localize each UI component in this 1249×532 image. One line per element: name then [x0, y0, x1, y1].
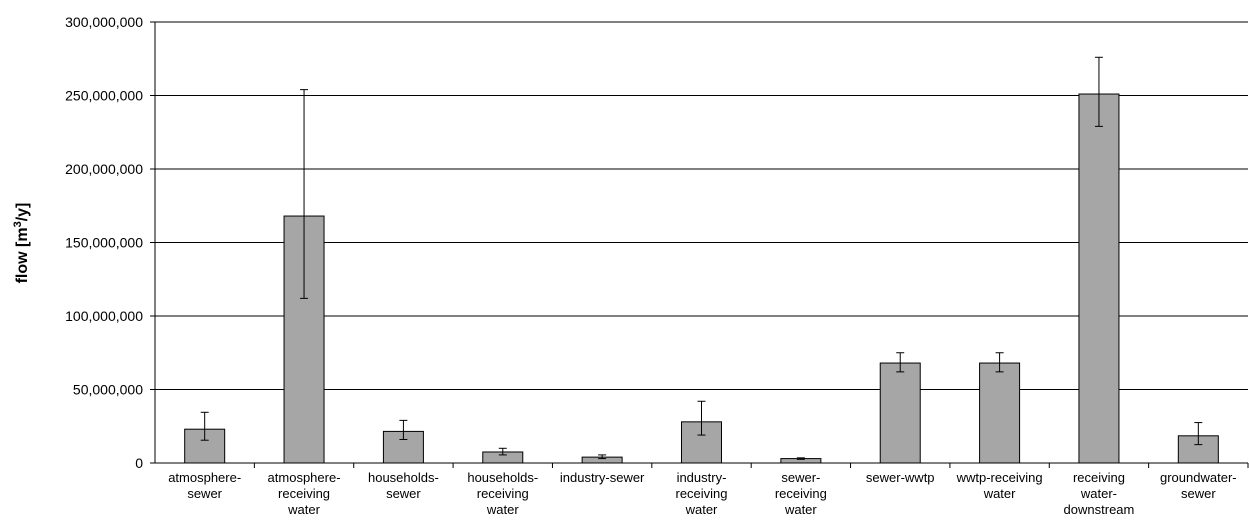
- y-tick-label: 0: [135, 455, 143, 471]
- x-tick-label-line: receiving: [675, 486, 727, 501]
- x-tick-label-line: receiving: [278, 486, 330, 501]
- x-tick-label-line: water: [287, 502, 320, 517]
- x-tick-label: atmosphere-receiving water: [268, 470, 341, 517]
- x-tick-label-line: groundwater-: [1160, 470, 1237, 485]
- y-axis-label-main: flow [m: [14, 227, 31, 283]
- x-tick-label: atmosphere-sewer: [168, 470, 241, 501]
- x-tick-label: households-sewer: [368, 470, 439, 501]
- y-tick-label: 50,000,000: [73, 382, 143, 398]
- x-tick-label-line: households-: [368, 470, 439, 485]
- x-tick-label-line: atmosphere-: [168, 470, 241, 485]
- x-tick-label-line: receiving: [477, 486, 529, 501]
- x-tick-label: sewer-wwtp: [866, 470, 935, 485]
- x-tick-label: households-receiving water: [467, 470, 538, 517]
- x-tick-label-line: industry-sewer: [560, 470, 645, 485]
- x-tick-label-line: sewer-: [781, 470, 820, 485]
- x-tick-label-line: atmosphere-: [268, 470, 341, 485]
- y-tick-label: 150,000,000: [65, 235, 143, 251]
- error-bars: [200, 56, 1203, 460]
- x-tick-label-line: downstream: [1064, 502, 1135, 517]
- x-tick-label-line: households-: [467, 470, 538, 485]
- bar: [1078, 93, 1120, 464]
- x-tick-label: wwtp-receiving water: [956, 470, 1043, 501]
- y-axis-label-end: /y]: [14, 203, 31, 222]
- x-tick-label-line: receiving: [1073, 470, 1125, 485]
- bar: [979, 362, 1021, 464]
- x-tick-label-line: sewer: [386, 486, 421, 501]
- x-tick-label: industry-sewer: [560, 470, 645, 485]
- bar: [184, 428, 226, 464]
- x-tick-label-line: water-: [1080, 486, 1117, 501]
- y-axis-label: flow [m3/y]: [12, 203, 31, 284]
- y-tick-label: 250,000,000: [65, 88, 143, 104]
- x-tick-label: receiving water-downstream: [1064, 470, 1135, 517]
- x-tick-label: industry-receiving water: [675, 470, 727, 517]
- x-tick-label-line: industry-: [677, 470, 727, 485]
- x-tick-label-line: wwtp-receiving: [956, 470, 1043, 485]
- x-tick-label-line: receiving: [775, 486, 827, 501]
- x-tick-label-line: water: [486, 502, 519, 517]
- bar: [879, 362, 921, 464]
- x-tick-label: sewer-receiving water: [775, 470, 827, 517]
- y-tick-label: 100,000,000: [65, 308, 143, 324]
- x-tick-label: groundwater-sewer: [1160, 470, 1237, 501]
- x-tick-label-line: water: [983, 486, 1016, 501]
- y-tick-label: 200,000,000: [65, 161, 143, 177]
- y-axis-label-superscript: 3: [12, 221, 24, 227]
- x-tick-label-line: sewer-wwtp: [866, 470, 935, 485]
- y-tick-label: 300,000,000: [65, 14, 143, 30]
- x-tick-label-line: sewer: [187, 486, 222, 501]
- x-tick-label-line: water: [685, 502, 718, 517]
- x-tick-label-line: water: [784, 502, 817, 517]
- x-tick-label-line: sewer: [1181, 486, 1216, 501]
- y-axis-ticks: 0 50,000,000 100,000,000 150,000,000 200,000…: [65, 14, 155, 471]
- gridlines: [155, 21, 1248, 390]
